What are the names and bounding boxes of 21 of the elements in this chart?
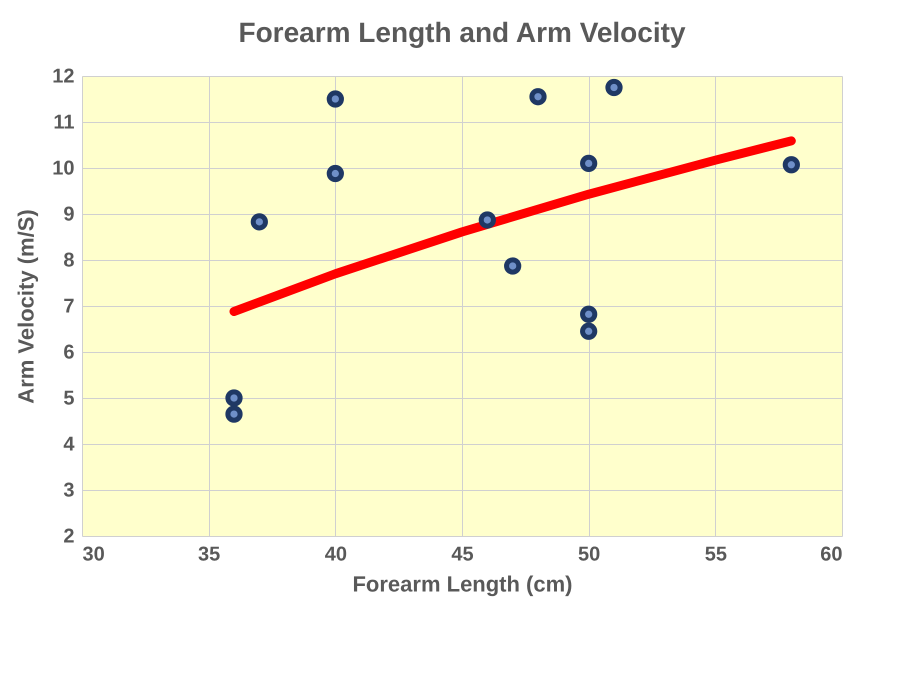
y-tick-label: 9 [63, 204, 74, 226]
x-tick-label: 60 [820, 544, 842, 566]
y-tick-label: 5 [63, 388, 74, 410]
y-tick-label: 7 [63, 296, 74, 318]
y-tick-label: 11 [53, 112, 74, 134]
y-tick-label: 4 [63, 434, 76, 456]
y-tick-label: 2 [63, 526, 74, 548]
y-tick-label: 8 [63, 250, 74, 272]
x-tick-label: 40 [324, 544, 347, 566]
x-tick-label: 55 [704, 544, 727, 566]
y-tick-label: 3 [63, 480, 74, 502]
x-tick-label: 30 [82, 544, 105, 566]
y-tick-label: 12 [52, 66, 74, 88]
y-tick-label: 10 [52, 158, 74, 180]
x-tick-label: 45 [451, 544, 474, 566]
y-axis-title: Arm Velocity (m/S) [13, 209, 38, 404]
x-axis-title: Forearm Length (cm) [352, 572, 573, 596]
x-tick-label: 50 [578, 544, 600, 566]
y-tick-label: 6 [63, 342, 74, 364]
x-tick-label: 35 [198, 544, 220, 566]
chart-title: Forearm Length and Arm Velocity [238, 17, 686, 48]
